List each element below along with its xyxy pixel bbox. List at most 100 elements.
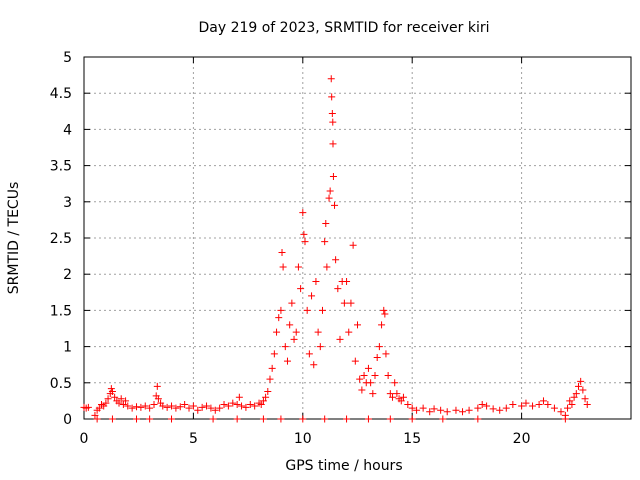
data-point bbox=[544, 401, 552, 409]
y-tick-label: 4 bbox=[63, 122, 72, 138]
data-point bbox=[349, 241, 357, 249]
data-point bbox=[343, 277, 351, 285]
data-point bbox=[404, 401, 412, 409]
data-point bbox=[474, 415, 482, 423]
data-point bbox=[154, 395, 162, 403]
y-tick-label: 0 bbox=[63, 412, 72, 428]
data-point bbox=[281, 343, 289, 351]
data-point bbox=[566, 397, 574, 405]
data-point bbox=[305, 350, 313, 358]
y-tick-label: 3.5 bbox=[50, 159, 72, 175]
data-point bbox=[153, 382, 161, 390]
data-point bbox=[251, 402, 259, 410]
data-point bbox=[380, 306, 388, 314]
data-point bbox=[176, 403, 184, 411]
data-point bbox=[300, 230, 308, 238]
data-point bbox=[290, 335, 298, 343]
data-point bbox=[577, 377, 585, 385]
data-point bbox=[518, 402, 526, 410]
data-point bbox=[279, 263, 287, 271]
data-point bbox=[483, 402, 491, 410]
data-point bbox=[459, 408, 467, 416]
data-point bbox=[233, 415, 241, 423]
data-point bbox=[194, 406, 202, 414]
data-point bbox=[375, 343, 383, 351]
data-point bbox=[259, 397, 267, 405]
data-point bbox=[275, 314, 283, 322]
data-point bbox=[574, 382, 582, 390]
data-point bbox=[452, 406, 460, 414]
data-point bbox=[572, 390, 580, 398]
data-point bbox=[345, 328, 353, 336]
data-point bbox=[278, 248, 286, 256]
data-point bbox=[347, 299, 355, 307]
data-point bbox=[102, 399, 110, 407]
data-point bbox=[266, 375, 274, 383]
data-point bbox=[273, 328, 281, 336]
data-point bbox=[119, 401, 127, 409]
data-point bbox=[561, 415, 569, 423]
data-point bbox=[356, 375, 364, 383]
data-point bbox=[224, 402, 232, 410]
data-point bbox=[299, 415, 307, 423]
data-point bbox=[329, 140, 337, 148]
data-point bbox=[430, 405, 438, 413]
chart-title: Day 219 of 2023, SRMTID for receiver kir… bbox=[198, 20, 489, 36]
x-tick-label: 0 bbox=[80, 431, 89, 447]
data-point bbox=[268, 364, 276, 372]
data-point bbox=[583, 401, 591, 409]
data-point bbox=[203, 402, 211, 410]
data-point bbox=[316, 343, 324, 351]
data-point bbox=[310, 361, 318, 369]
data-point bbox=[314, 328, 322, 336]
data-point bbox=[397, 397, 405, 405]
data-point bbox=[439, 415, 447, 423]
data-point bbox=[91, 411, 99, 419]
data-point bbox=[168, 415, 176, 423]
data-point bbox=[84, 403, 92, 411]
data-point bbox=[568, 401, 576, 409]
axis-ticks: 0 0.5 1 1.5 2 2.5 3 3.5 4 4.5 5 0 5 10 15 20 bbox=[50, 50, 631, 447]
data-points bbox=[80, 75, 591, 423]
x-tick-label: 20 bbox=[513, 431, 531, 447]
data-point bbox=[557, 408, 565, 416]
y-tick-label: 1 bbox=[63, 340, 72, 356]
data-point bbox=[391, 379, 399, 387]
data-point bbox=[122, 397, 130, 405]
data-point bbox=[369, 390, 377, 398]
x-tick-label: 10 bbox=[294, 431, 312, 447]
data-point bbox=[360, 372, 368, 380]
x-tick-label: 15 bbox=[403, 431, 421, 447]
data-point bbox=[257, 401, 265, 409]
data-point bbox=[259, 415, 267, 423]
data-point bbox=[137, 403, 145, 411]
data-point bbox=[489, 405, 497, 413]
data-point bbox=[270, 350, 278, 358]
data-point bbox=[539, 397, 547, 405]
data-point bbox=[408, 404, 416, 412]
data-point bbox=[233, 401, 241, 409]
data-point bbox=[288, 299, 296, 307]
data-point bbox=[509, 401, 517, 409]
data-point bbox=[133, 403, 141, 411]
data-point bbox=[386, 390, 394, 398]
data-point bbox=[323, 263, 331, 271]
data-point bbox=[209, 415, 217, 423]
data-point bbox=[327, 75, 335, 83]
data-point bbox=[570, 393, 578, 401]
data-point bbox=[399, 393, 407, 401]
data-point bbox=[172, 404, 180, 412]
data-point bbox=[294, 263, 302, 271]
data-point bbox=[286, 321, 294, 329]
data-point bbox=[502, 404, 510, 412]
data-point bbox=[443, 408, 451, 416]
data-point bbox=[522, 399, 530, 407]
data-point bbox=[331, 201, 339, 209]
data-point bbox=[104, 395, 112, 403]
data-point bbox=[478, 401, 486, 409]
data-point bbox=[529, 402, 537, 410]
data-point bbox=[318, 306, 326, 314]
data-point bbox=[159, 402, 167, 410]
data-point bbox=[364, 364, 372, 372]
